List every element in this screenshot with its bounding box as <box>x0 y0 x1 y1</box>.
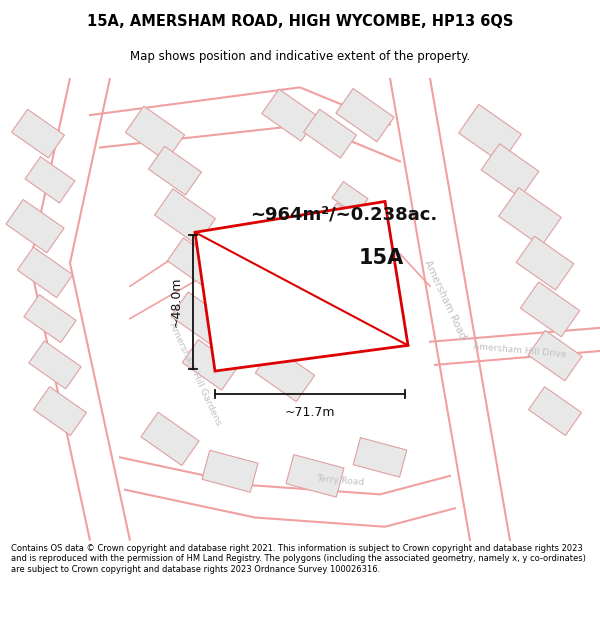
Text: Amersham Hill Drive: Amersham Hill Drive <box>473 342 567 359</box>
Polygon shape <box>34 387 86 436</box>
Polygon shape <box>336 89 394 142</box>
Text: Terry Road: Terry Road <box>316 474 364 487</box>
Polygon shape <box>499 188 562 246</box>
Polygon shape <box>171 292 229 345</box>
Text: ~48.0m: ~48.0m <box>170 277 183 328</box>
Polygon shape <box>167 238 223 288</box>
Polygon shape <box>257 237 313 289</box>
Polygon shape <box>226 282 284 336</box>
Polygon shape <box>182 339 238 390</box>
Polygon shape <box>141 412 199 466</box>
Polygon shape <box>304 109 356 158</box>
Polygon shape <box>256 347 314 402</box>
Polygon shape <box>195 201 408 371</box>
Polygon shape <box>24 294 76 343</box>
Polygon shape <box>202 450 258 493</box>
Polygon shape <box>263 294 316 343</box>
Polygon shape <box>286 454 344 497</box>
Polygon shape <box>320 203 370 249</box>
Polygon shape <box>29 341 81 389</box>
Text: 15A: 15A <box>359 248 404 268</box>
Polygon shape <box>155 189 215 245</box>
Text: Contains OS data © Crown copyright and database right 2021. This information is : Contains OS data © Crown copyright and d… <box>11 544 586 574</box>
Polygon shape <box>220 226 280 282</box>
Polygon shape <box>528 331 582 381</box>
Text: 15A, AMERSHAM ROAD, HIGH WYCOMBE, HP13 6QS: 15A, AMERSHAM ROAD, HIGH WYCOMBE, HP13 6… <box>87 14 513 29</box>
Polygon shape <box>6 199 64 252</box>
Polygon shape <box>481 144 539 198</box>
Polygon shape <box>458 104 521 163</box>
Polygon shape <box>520 282 580 337</box>
Polygon shape <box>125 106 185 161</box>
Text: Amersham Road: Amersham Road <box>422 259 467 341</box>
Polygon shape <box>332 181 368 215</box>
Text: ~71.7m: ~71.7m <box>285 406 335 419</box>
Text: Amersham Hill Gardens: Amersham Hill Gardens <box>167 321 223 427</box>
Polygon shape <box>25 157 75 203</box>
Polygon shape <box>529 387 581 436</box>
Polygon shape <box>329 254 391 309</box>
Polygon shape <box>11 109 64 158</box>
Polygon shape <box>149 146 202 195</box>
Polygon shape <box>516 236 574 290</box>
Polygon shape <box>353 438 407 477</box>
Polygon shape <box>17 247 73 298</box>
Polygon shape <box>262 89 318 141</box>
Text: Map shows position and indicative extent of the property.: Map shows position and indicative extent… <box>130 50 470 62</box>
Text: ~964m²/~0.238ac.: ~964m²/~0.238ac. <box>250 206 437 224</box>
